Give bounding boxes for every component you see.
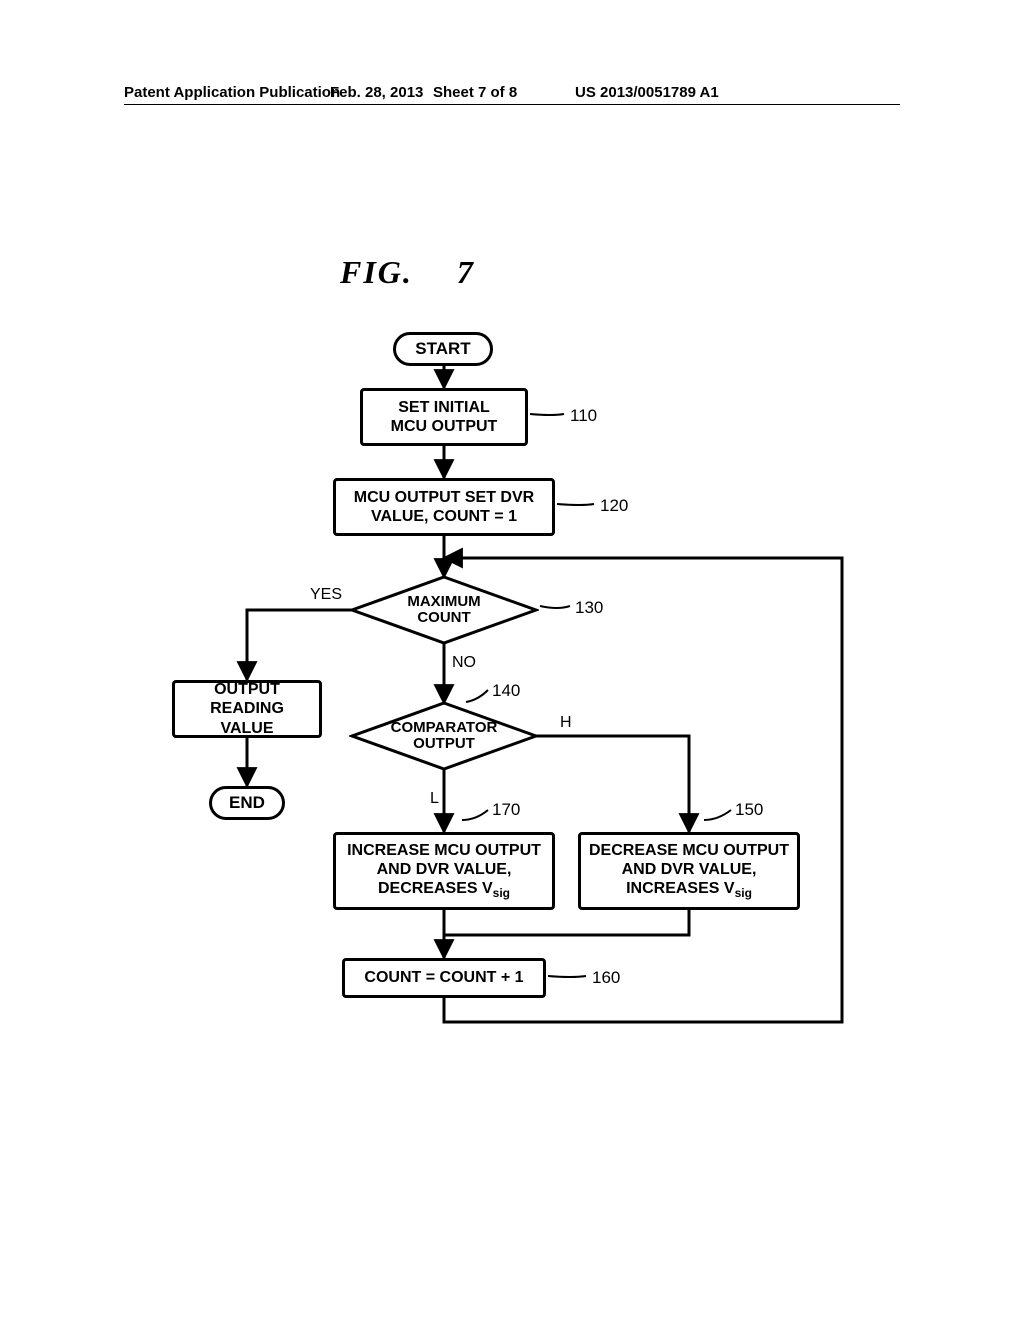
connectors — [0, 0, 1024, 1320]
